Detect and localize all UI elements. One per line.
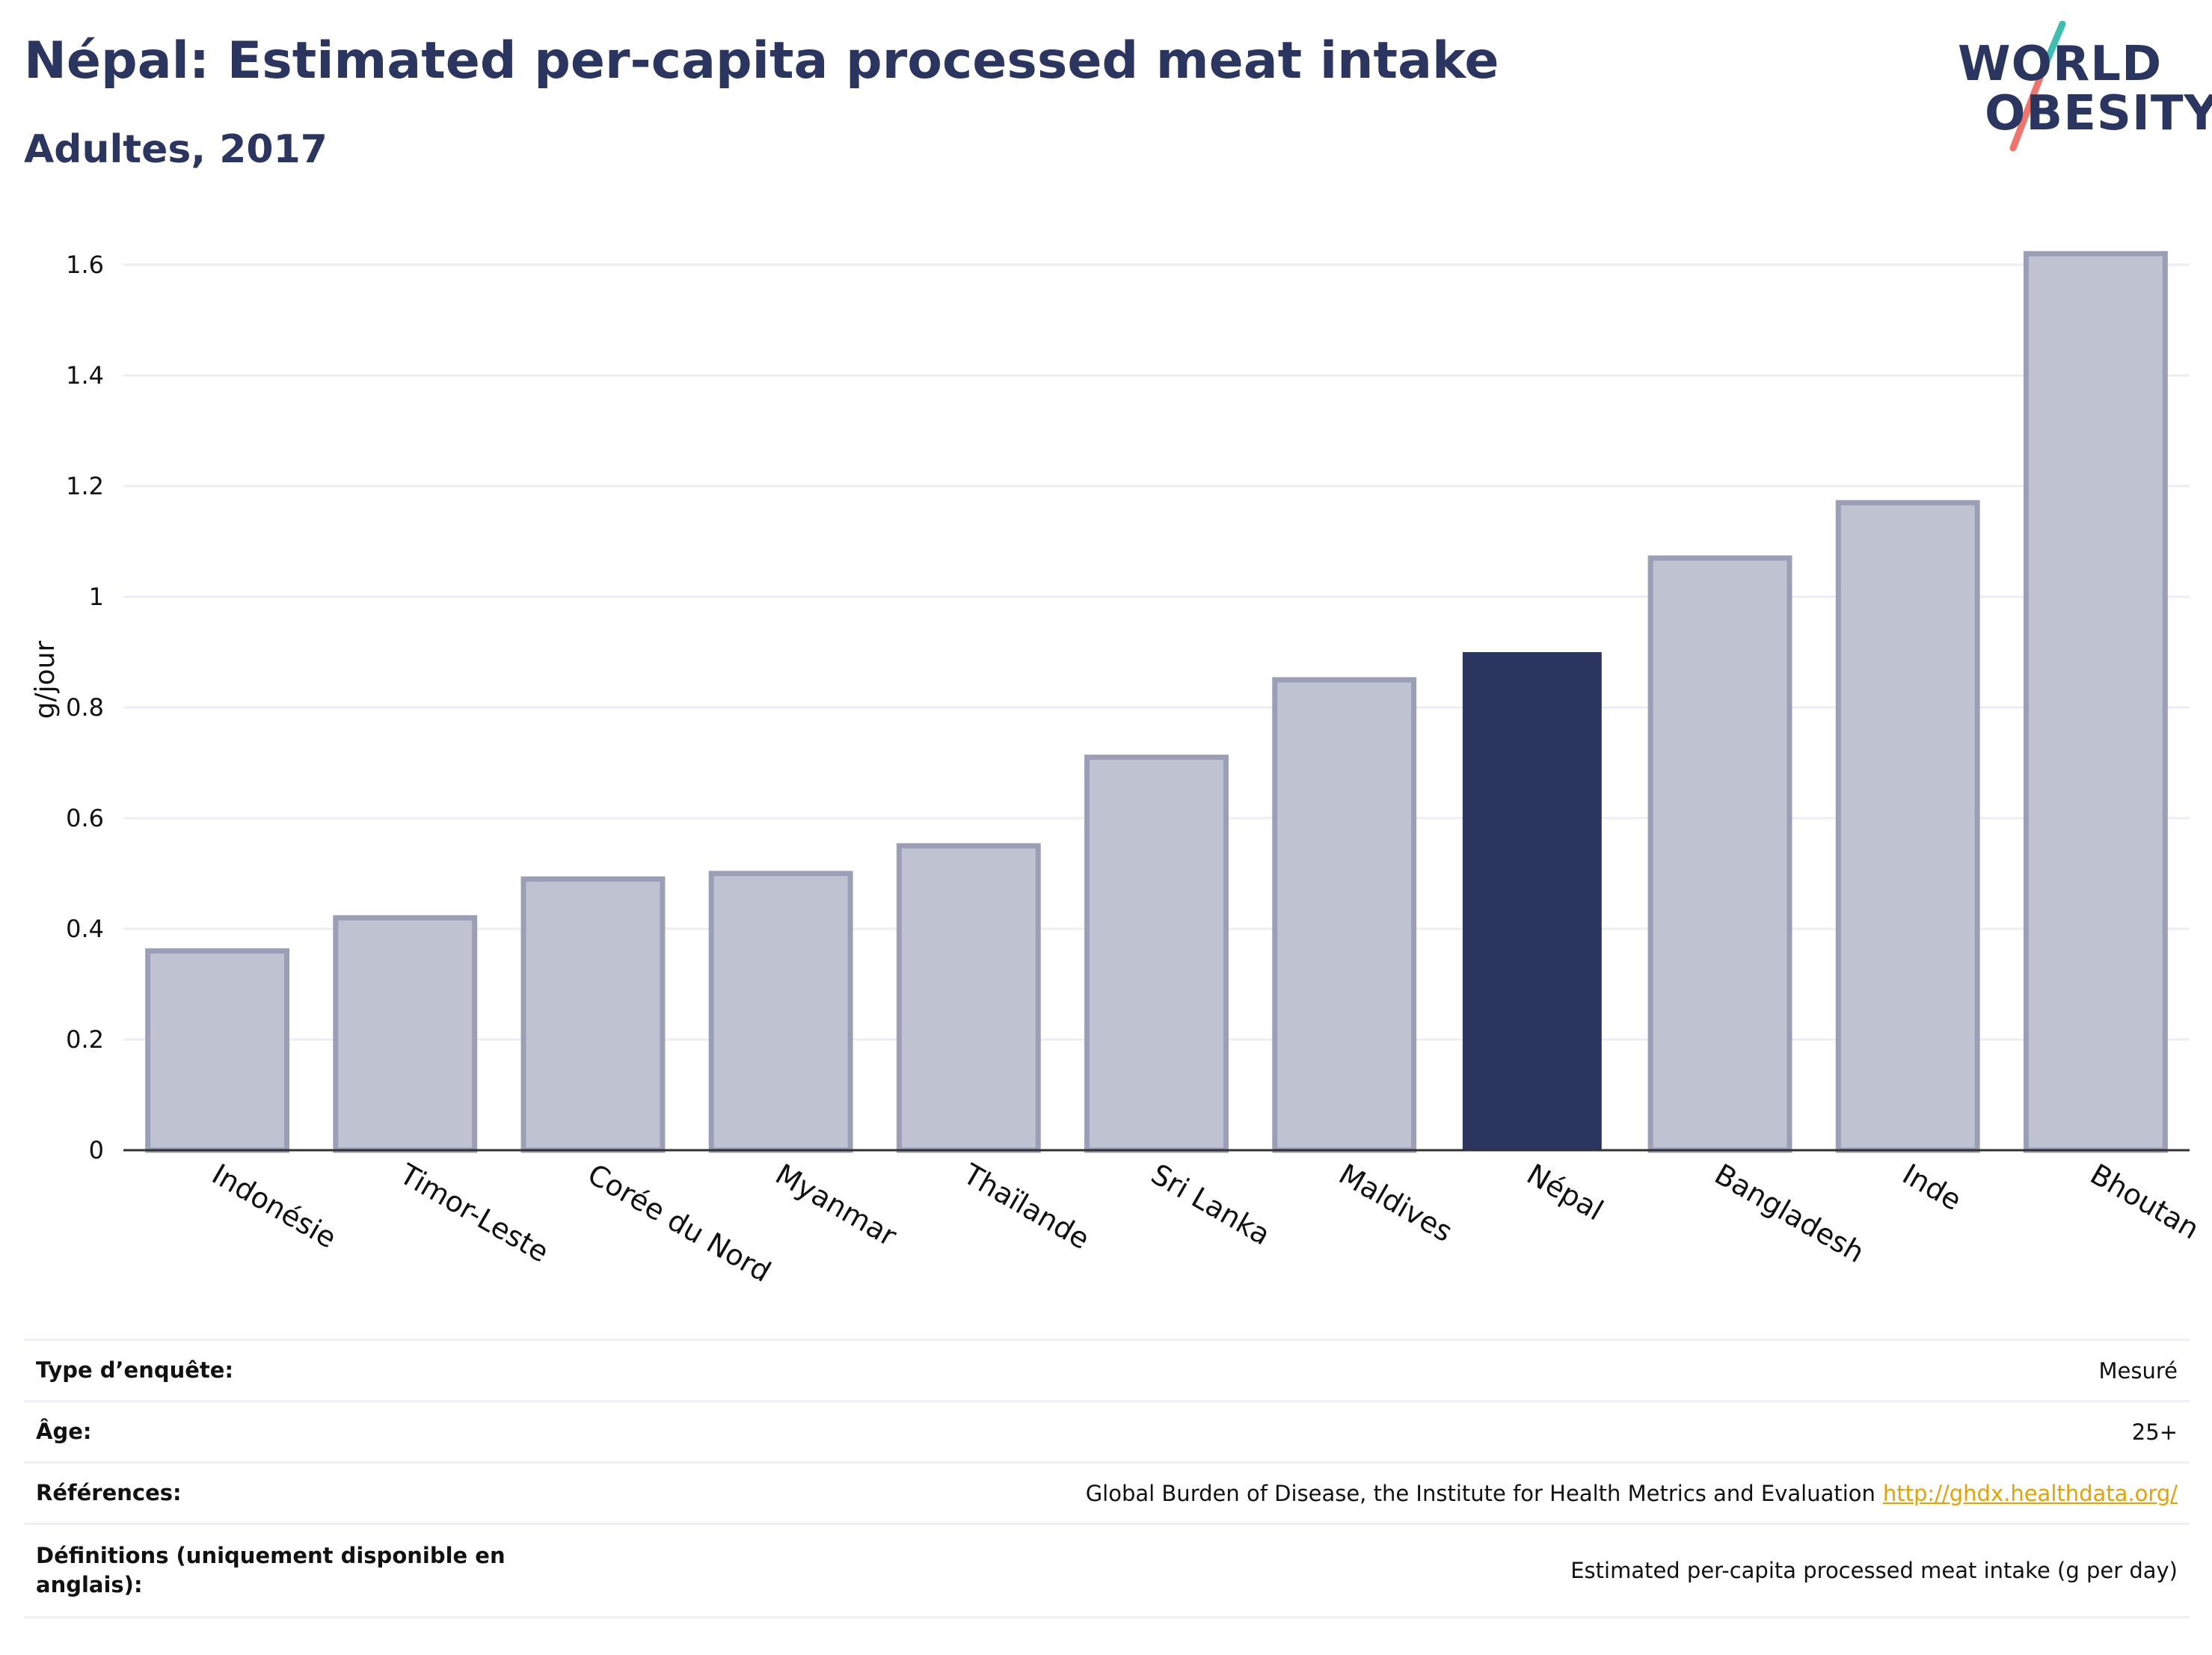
info-row-age: Âge: 25+	[24, 1402, 2190, 1464]
reference-link[interactable]: http://ghdx.healthdata.org/	[1882, 1480, 2178, 1506]
info-label: Définitions (uniquement disponible en an…	[36, 1542, 506, 1597]
info-label: Âge:	[36, 1418, 92, 1444]
bar-n-pal	[1462, 652, 1602, 1150]
y-axis-title: g/jour	[30, 640, 61, 719]
bars	[145, 251, 2168, 1153]
info-label: Type d’enquête:	[36, 1357, 234, 1383]
info-value: Global Burden of Disease, the Institute …	[1086, 1481, 2178, 1506]
y-tick-label: 1.6	[66, 251, 104, 279]
logo-word-world: WORLD	[1958, 37, 2163, 92]
chart-subtitle: Adultes, 2017	[24, 127, 328, 172]
info-value: 25+	[2131, 1419, 2178, 1445]
x-tick-label: Inde	[1897, 1158, 1967, 1218]
y-tick-label: 0.6	[66, 804, 104, 832]
info-label: Références:	[36, 1479, 182, 1505]
bar-inde	[1835, 500, 1980, 1153]
info-row-definitions: Définitions (uniquement disponible en an…	[24, 1525, 2190, 1618]
x-tick-label: Indonésie	[206, 1158, 342, 1255]
world-obesity-logo: WORLD OBESITY	[1952, 21, 2212, 156]
reference-text: Global Burden of Disease, the Institute …	[1085, 1480, 1875, 1506]
bar-bhoutan	[2023, 251, 2168, 1153]
info-table: Type d’enquête: Mesuré Âge: 25+ Référenc…	[24, 1339, 2190, 1618]
bar-indon-sie	[145, 948, 290, 1153]
logo-slash-icon	[2009, 21, 2066, 152]
x-tick-label: Timor-Leste	[393, 1157, 554, 1268]
x-tick-label: Myanmar	[770, 1158, 903, 1253]
info-row-survey-type: Type d’enquête: Mesuré	[24, 1341, 2190, 1402]
info-row-references: Références: Global Burden of Disease, th…	[24, 1464, 2190, 1525]
y-tick-label: 0.4	[66, 915, 104, 943]
bar-sri-lanka	[1084, 755, 1229, 1153]
bar-cor-e-du-nord	[520, 876, 666, 1153]
bar-myanmar	[708, 871, 853, 1153]
bar-chart: 0 0.2 0.4 0.6 0.8 1 1.2 1.4 1.6 g/jour Indonésie Ti…	[0, 194, 2212, 1286]
bar-chart-svg: 0 0.2 0.4 0.6 0.8 1 1.2 1.4 1.6 g/jour Indonésie Ti…	[30, 251, 2205, 1286]
x-tick-label: Thaïlande	[957, 1157, 1095, 1256]
x-tick-label: Népal	[1521, 1158, 1609, 1227]
info-value: Mesuré	[2098, 1357, 2178, 1384]
chart-title: Népal: Estimated per-capita processed me…	[24, 31, 1499, 90]
bar-bangladesh	[1647, 555, 1792, 1153]
bar-tha-lande	[896, 843, 1041, 1153]
y-tick-label: 1.2	[66, 472, 104, 500]
bar-maldives	[1272, 677, 1417, 1153]
x-tick-label: Bhoutan	[2085, 1158, 2205, 1246]
info-value: Estimated per-capita processed meat inta…	[1570, 1558, 2178, 1583]
y-tick-label: 0.2	[66, 1025, 104, 1054]
x-tick-label: Corée du Nord	[582, 1158, 776, 1286]
y-tick-label: 0.8	[66, 693, 104, 722]
logo-word-obesity: OBESITY	[1985, 86, 2212, 141]
y-tick-label: 1.4	[66, 361, 104, 390]
x-tick-label: Sri Lanka	[1146, 1158, 1276, 1252]
y-tick-label: 1	[89, 583, 104, 611]
y-tick-label: 0	[89, 1136, 104, 1164]
x-tick-label: Bangladesh	[1709, 1158, 1870, 1270]
bar-timor-leste	[333, 915, 478, 1153]
x-tick-label: Maldives	[1333, 1158, 1458, 1249]
